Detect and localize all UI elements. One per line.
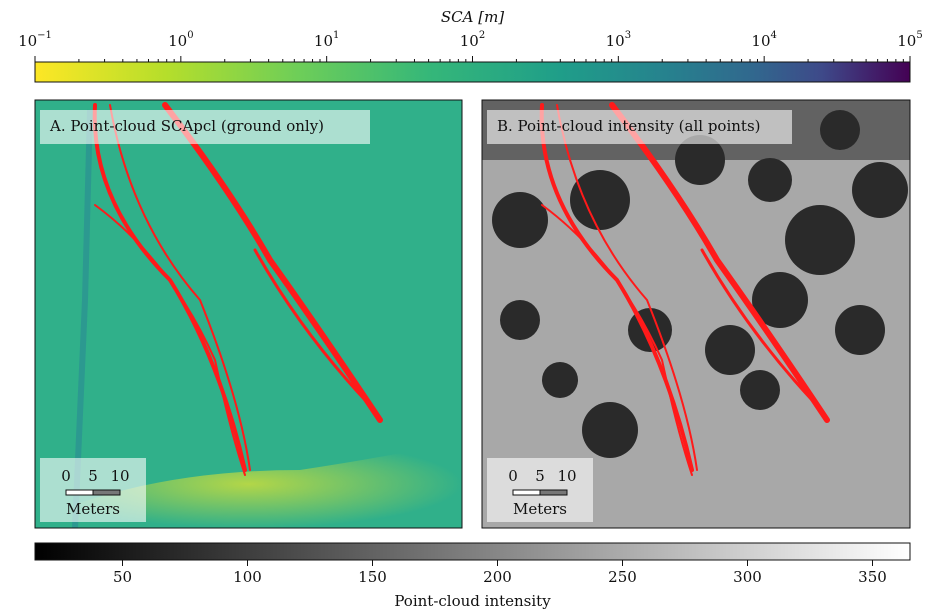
frame (34, 99, 463, 529)
tick-label: 105 (897, 30, 922, 51)
title-box (40, 110, 370, 144)
scale-tick-label: 0 (61, 467, 71, 485)
colorbar-label: SCA [m] (441, 8, 504, 26)
tick-label: 200 (483, 568, 512, 586)
panel-title: B. Point-cloud intensity (all points) (497, 117, 761, 135)
scale-tick-label: 0 (508, 467, 518, 485)
colorbar (34, 61, 911, 83)
flow-paths (92, 102, 383, 476)
tick-label: 250 (608, 568, 637, 586)
tick-label: 100 (168, 30, 193, 51)
scale-bar: 0 5 10 Meters (61, 467, 129, 518)
tick-label: 150 (358, 568, 387, 586)
tick-label: 104 (751, 30, 776, 51)
scale-segment (512, 489, 541, 496)
tick-label: 300 (733, 568, 762, 586)
tick-label: 100 (233, 568, 262, 586)
scale-tick-label: 10 (557, 467, 576, 485)
channel (72, 109, 93, 529)
flow-paths (539, 102, 830, 476)
frame (481, 99, 911, 529)
tick-label: 101 (314, 30, 339, 51)
panel-title: A. Point-cloud SCApcl (ground only) (49, 117, 324, 135)
tick-label: 103 (606, 30, 631, 51)
colorbar-label: Point-cloud intensity (394, 592, 551, 610)
tick-label: 350 (858, 568, 887, 586)
trees (492, 110, 908, 458)
scale-bar: 0 5 10 Meters (508, 467, 576, 518)
scale-tick-label: 5 (535, 467, 545, 485)
tick-label: 102 (460, 30, 485, 51)
tick-label: 10−1 (18, 30, 52, 51)
scale-tick-label: 5 (88, 467, 98, 485)
scale-label: Meters (513, 500, 567, 518)
scale-tick-label: 10 (110, 467, 129, 485)
colorbar (34, 542, 911, 561)
tick-label: 50 (113, 568, 132, 586)
scale-label: Meters (66, 500, 120, 518)
scale-segment (92, 489, 121, 496)
title-box (487, 110, 792, 144)
scale-segment (65, 489, 94, 496)
scale-segment (539, 489, 568, 496)
panel-a: A. Point-cloud SCApcl (ground only) 0 5 10… (34, 99, 463, 529)
